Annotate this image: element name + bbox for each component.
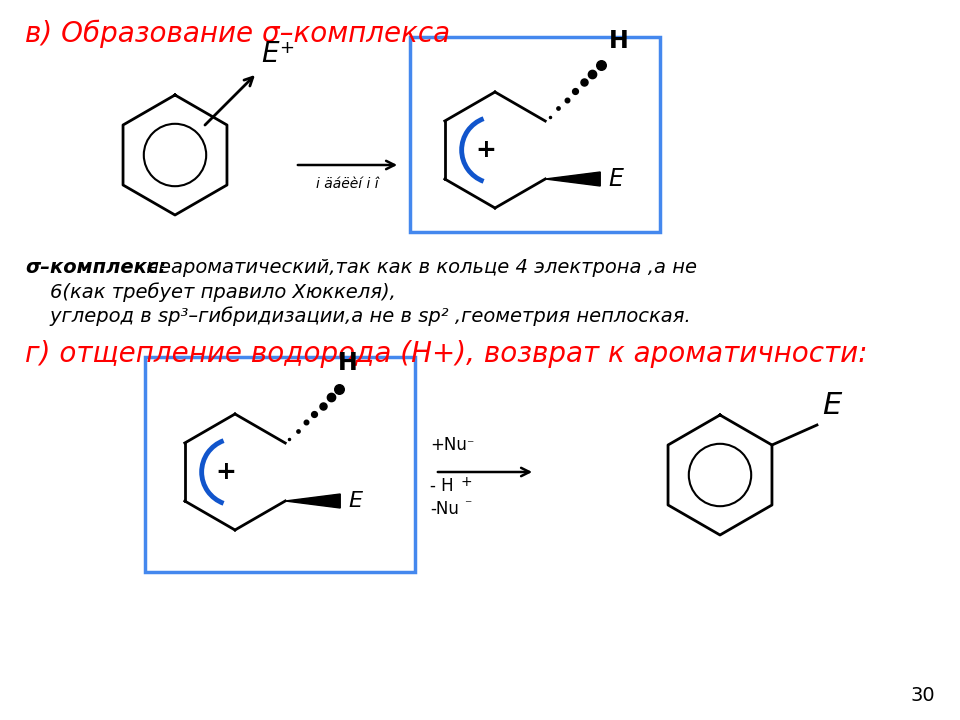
Text: +: + [460,475,471,489]
Text: E: E [348,491,362,511]
Text: +: + [216,460,237,484]
Text: +: + [476,138,496,162]
Text: - H: - H [430,477,454,495]
Polygon shape [545,172,600,186]
Text: H: H [338,351,358,375]
Text: г) отщепление водорода (Н+), возврат к ароматичности:: г) отщепление водорода (Н+), возврат к а… [25,340,868,368]
Text: +: + [279,39,294,57]
Text: -Nu: -Nu [430,500,459,518]
Text: в) Образование σ–комплекса: в) Образование σ–комплекса [25,20,450,48]
Text: i äáëèí i î: i äáëèí i î [316,177,379,191]
Text: 6(как требует правило Хюккеля),: 6(как требует правило Хюккеля), [25,282,396,302]
Bar [145,357,415,572]
Text: неароматический,так как в кольце 4 электрона ,а не: неароматический,так как в кольце 4 элект… [140,258,697,277]
Text: углерод в sp³–гибридизации,а не в sp² ,геометрия неплоская.: углерод в sp³–гибридизации,а не в sp² ,г… [25,306,691,325]
Bar [410,37,660,232]
Text: σ–комплекс:: σ–комплекс: [25,258,166,277]
Text: H: H [610,29,629,53]
Text: 30: 30 [910,686,935,705]
Text: +Nu: +Nu [430,436,467,454]
Text: E: E [609,167,623,191]
Polygon shape [285,494,340,508]
Text: E: E [822,391,841,420]
Text: ⁻: ⁻ [466,438,473,452]
Text: ⁻: ⁻ [464,498,471,512]
Text: E: E [261,40,278,68]
